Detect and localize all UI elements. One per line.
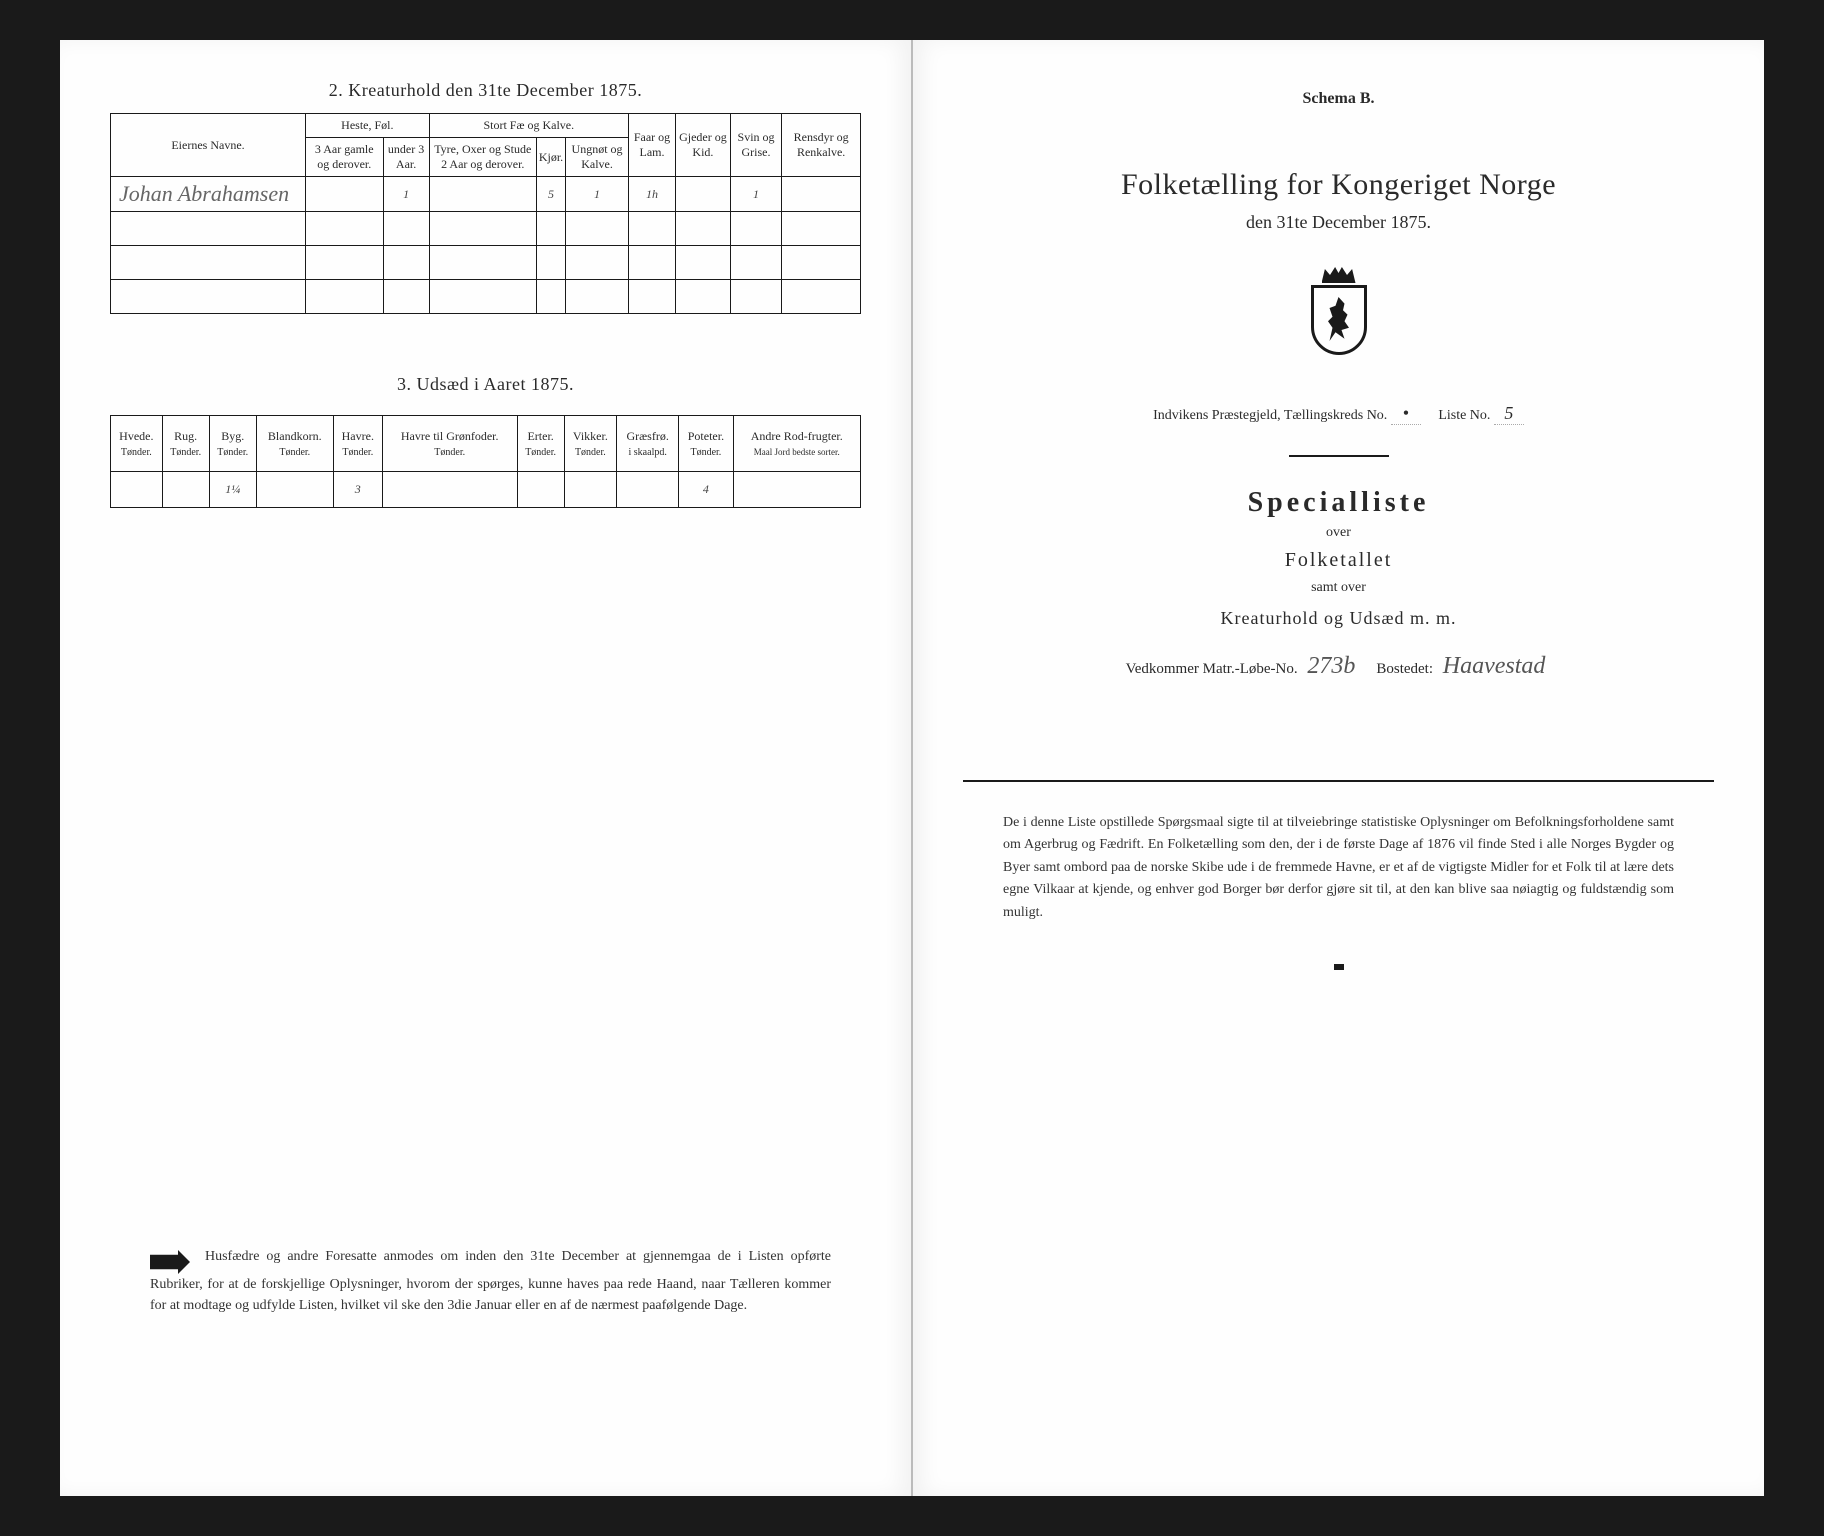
th-horse-a: 3 Aar gamle og derover. bbox=[306, 138, 384, 177]
cell bbox=[306, 177, 384, 212]
cell bbox=[111, 472, 163, 508]
divider bbox=[1289, 455, 1389, 457]
th-byg: Byg.Tønder. bbox=[209, 416, 256, 472]
cell: 1 bbox=[383, 177, 429, 212]
section-3-title: 3. Udsæd i Aaret 1875. bbox=[110, 374, 861, 395]
cell bbox=[617, 472, 679, 508]
th-havregron: Havre til Grønfoder.Tønder. bbox=[382, 416, 517, 472]
th-sheep: Faar og Lam. bbox=[628, 114, 675, 177]
specialliste-title: Specialliste bbox=[963, 487, 1714, 519]
cell: 1 bbox=[730, 177, 781, 212]
th-havre: Havre.Tønder. bbox=[333, 416, 382, 472]
schema-label: Schema B. bbox=[963, 90, 1714, 108]
spec-samt: samt over bbox=[963, 580, 1714, 596]
th-pig: Svin og Grise. bbox=[730, 114, 781, 177]
th-rein: Rensdyr og Renkalve. bbox=[782, 114, 861, 177]
date-line: den 31te December 1875. bbox=[963, 212, 1714, 233]
th-bland: Blandkorn.Tønder. bbox=[256, 416, 333, 472]
cell bbox=[733, 472, 860, 508]
cell: 1¼ bbox=[209, 472, 256, 508]
cell bbox=[676, 177, 731, 212]
spec-over: over bbox=[963, 525, 1714, 541]
document-frame: 2. Kreaturhold den 31te December 1875. E… bbox=[60, 40, 1764, 1496]
table-row bbox=[111, 212, 861, 246]
bostedet-label: Bostedet: bbox=[1376, 661, 1433, 677]
cell: 5 bbox=[536, 177, 565, 212]
cell bbox=[429, 177, 536, 212]
th-owner: Eiernes Navne. bbox=[111, 114, 306, 177]
footnote-block: Husfædre og andre Foresatte anmodes om i… bbox=[150, 1246, 831, 1316]
th-grasfro: Græsfrø.i skaalpd. bbox=[617, 416, 679, 472]
th-andre: Andre Rod-frugter.Maal Jord bedste sorte… bbox=[733, 416, 860, 472]
pointing-hand-icon bbox=[150, 1250, 190, 1274]
th-hvede: Hvede.Tønder. bbox=[111, 416, 163, 472]
cell bbox=[256, 472, 333, 508]
th-poteter: Poteter.Tønder. bbox=[679, 416, 733, 472]
cell: 3 bbox=[333, 472, 382, 508]
spec-kreatur: Kreaturhold og Udsæd m. m. bbox=[963, 608, 1714, 629]
vedkommer-line: Vedkommer Matr.-Løbe-No. 273b Bostedet: … bbox=[963, 653, 1714, 680]
cell bbox=[782, 177, 861, 212]
cell: 4 bbox=[679, 472, 733, 508]
long-divider bbox=[963, 780, 1714, 782]
table-row bbox=[111, 280, 861, 314]
coat-of-arms-icon bbox=[1299, 263, 1379, 363]
cell bbox=[162, 472, 209, 508]
crown-icon bbox=[1322, 263, 1356, 283]
footnote-text: Husfædre og andre Foresatte anmodes om i… bbox=[150, 1249, 831, 1313]
th-cattle: Stort Fæ og Kalve. bbox=[429, 114, 628, 138]
cell: 1h bbox=[628, 177, 675, 212]
th-rug: Rug.Tønder. bbox=[162, 416, 209, 472]
spec-folketallet: Folketallet bbox=[963, 549, 1714, 572]
table-row: 1¼ 3 4 bbox=[111, 472, 861, 508]
cell bbox=[564, 472, 616, 508]
main-title: Folketælling for Kongeriget Norge bbox=[963, 168, 1714, 202]
ved-label: Vedkommer Matr.-Løbe-No. bbox=[1126, 661, 1298, 677]
section-2-title: 2. Kreaturhold den 31te December 1875. bbox=[110, 80, 861, 101]
cell bbox=[517, 472, 564, 508]
th-vikker: Vikker.Tønder. bbox=[564, 416, 616, 472]
cell bbox=[382, 472, 517, 508]
livestock-table: Eiernes Navne. Heste, Føl. Stort Fæ og K… bbox=[110, 113, 861, 314]
right-page: Schema B. Folketælling for Kongeriget No… bbox=[913, 40, 1764, 1496]
th-goat: Gjeder og Kid. bbox=[676, 114, 731, 177]
th-cattle-c: Ungnøt og Kalve. bbox=[566, 138, 629, 177]
ornament-icon bbox=[1334, 964, 1344, 970]
cell-owner: Johan Abrahamsen bbox=[111, 177, 306, 212]
table-row bbox=[111, 246, 861, 280]
table-row: Johan Abrahamsen 1 5 1 1h 1 bbox=[111, 177, 861, 212]
th-cattle-a: Tyre, Oxer og Stude 2 Aar og derover. bbox=[429, 138, 536, 177]
parish-line: Indvikens Præstegjeld, Tællingskreds No.… bbox=[963, 403, 1714, 425]
parish-prefix: Indvikens Præstegjeld, Tællingskreds No. bbox=[1153, 408, 1387, 423]
th-horse-b: under 3 Aar. bbox=[383, 138, 429, 177]
th-cattle-b: Kjør. bbox=[536, 138, 565, 177]
bostedet-value: Haavestad bbox=[1437, 653, 1552, 679]
bottom-paragraph: De i denne Liste opstillede Spørgsmaal s… bbox=[963, 812, 1714, 924]
circle-no: • bbox=[1391, 403, 1421, 425]
liste-label: Liste No. bbox=[1438, 408, 1490, 423]
th-horses: Heste, Føl. bbox=[306, 114, 430, 138]
ved-no: 273b bbox=[1301, 653, 1361, 679]
left-page: 2. Kreaturhold den 31te December 1875. E… bbox=[60, 40, 913, 1496]
th-erter: Erter.Tønder. bbox=[517, 416, 564, 472]
cell: 1 bbox=[566, 177, 629, 212]
seed-table: Hvede.Tønder. Rug.Tønder. Byg.Tønder. Bl… bbox=[110, 415, 861, 508]
liste-no-value: 5 bbox=[1494, 403, 1524, 425]
